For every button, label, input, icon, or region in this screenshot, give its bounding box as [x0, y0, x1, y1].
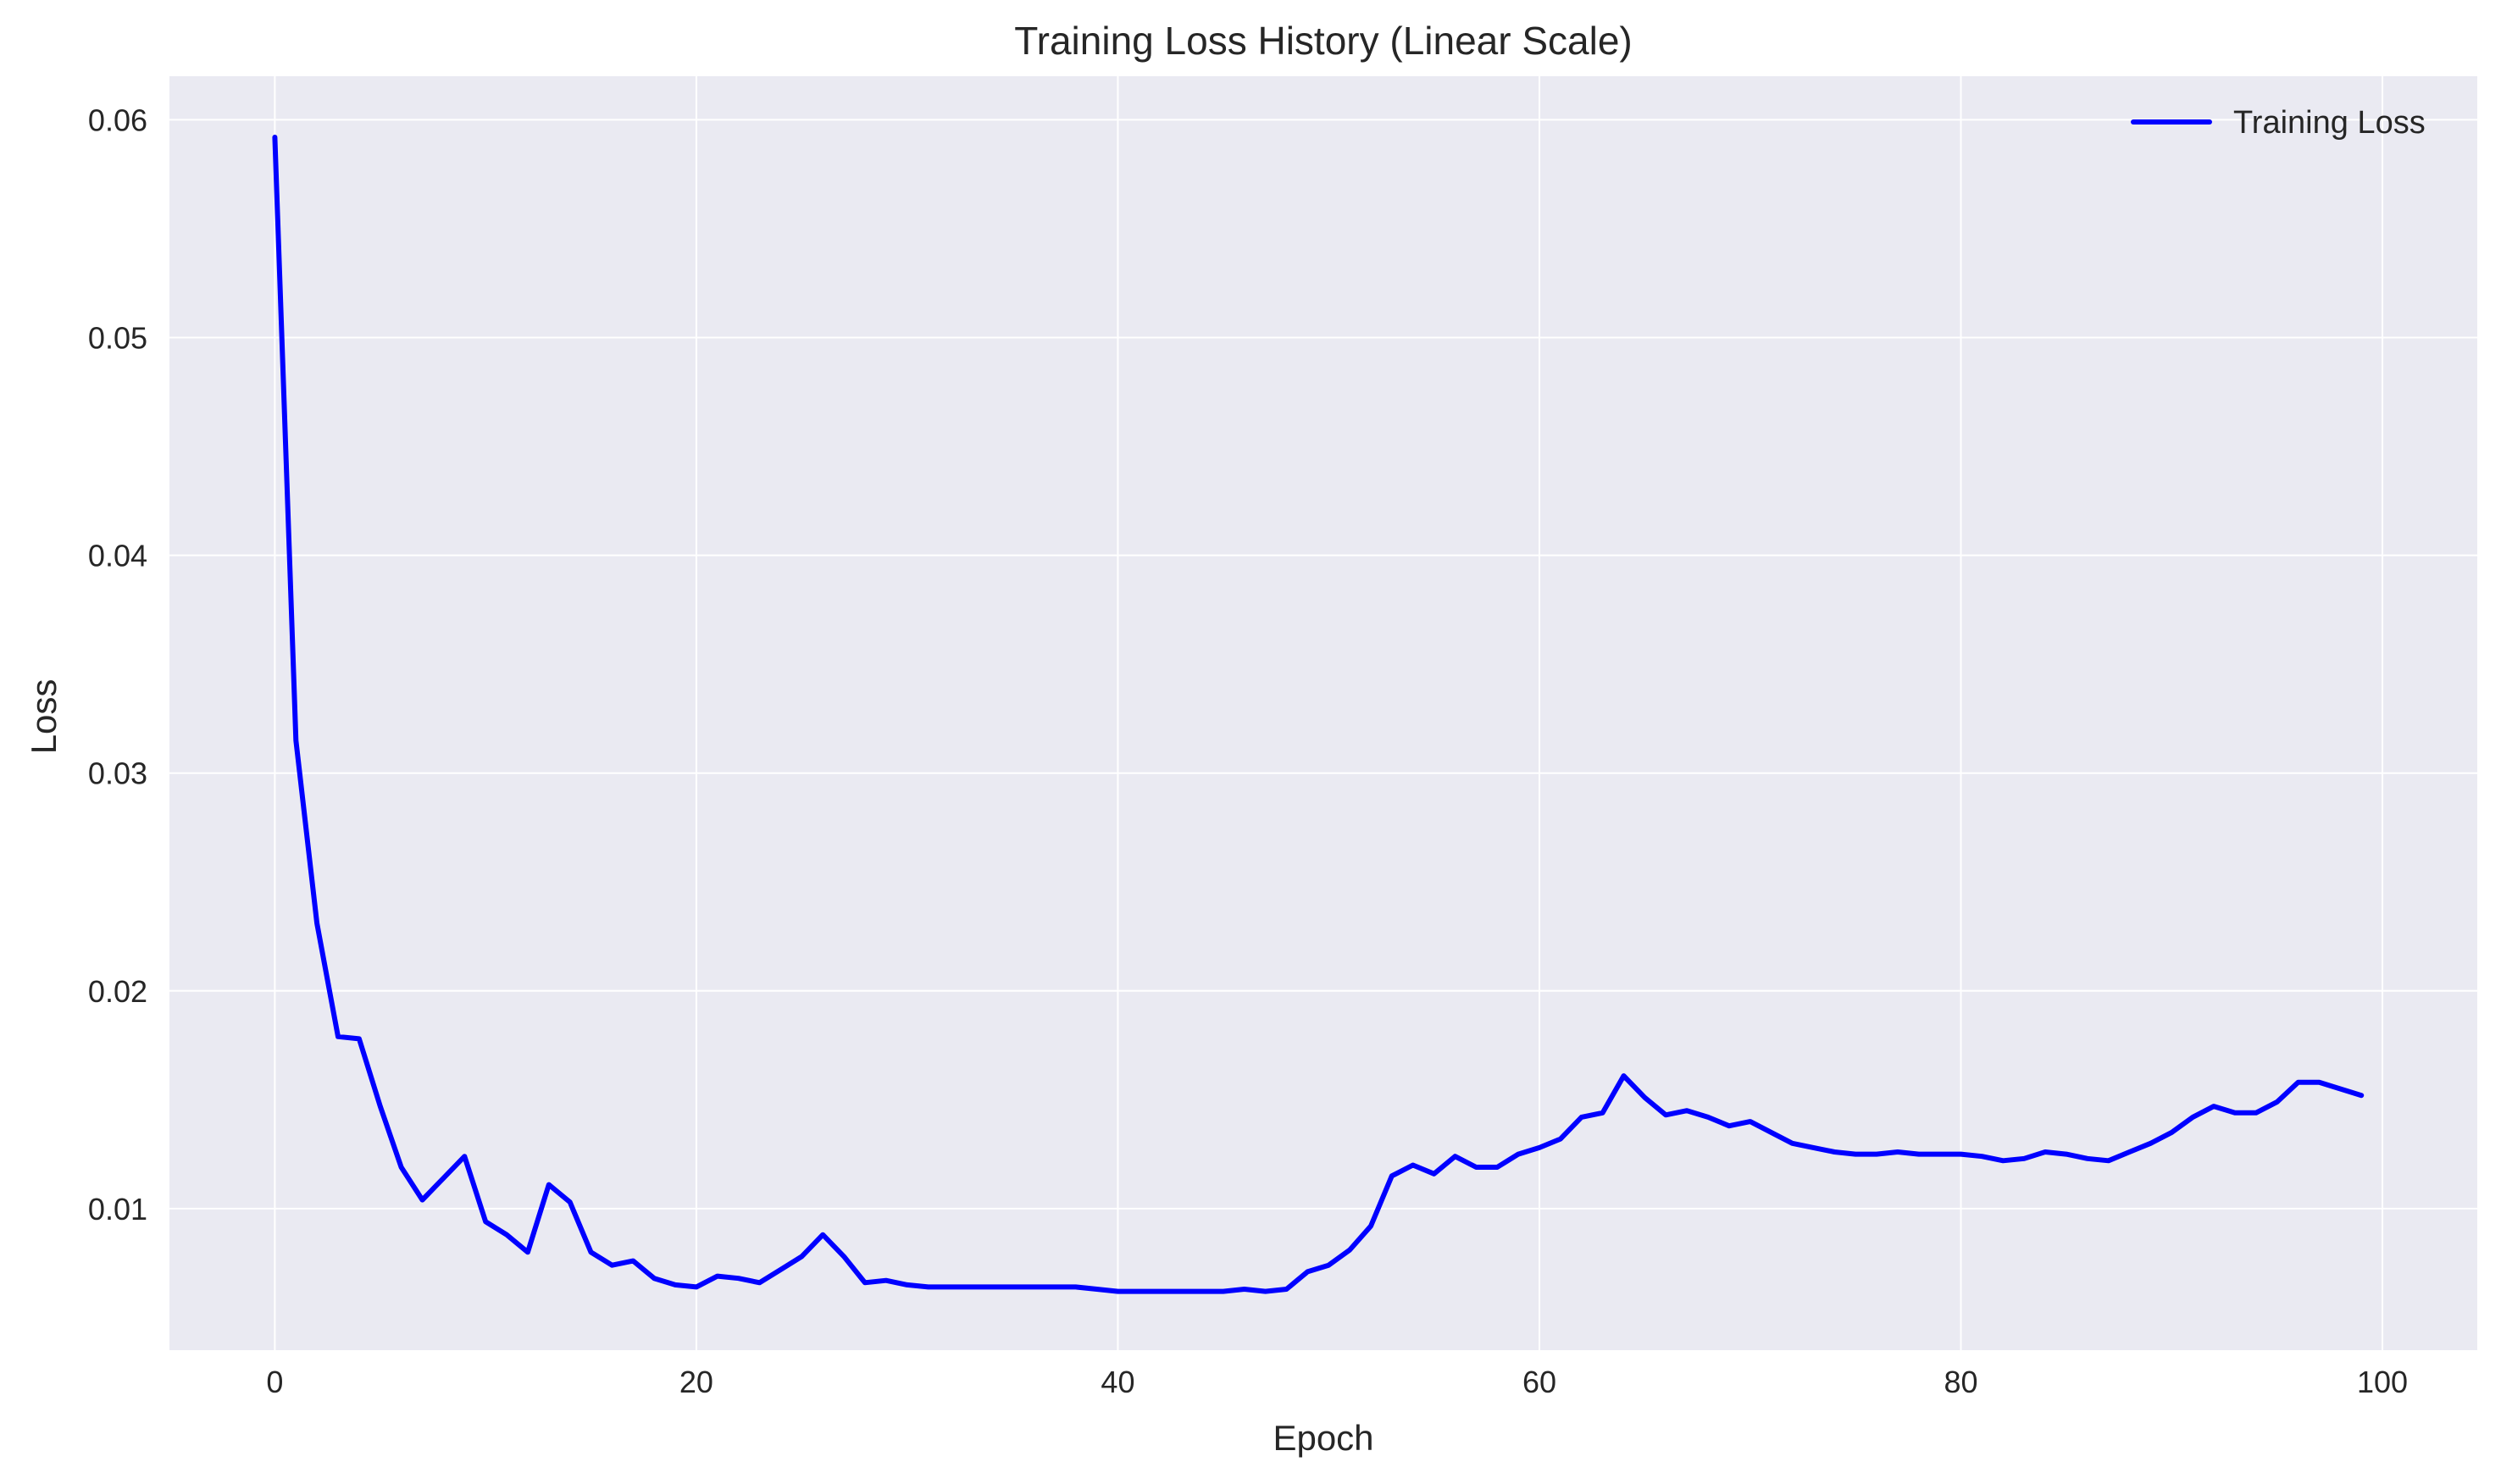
plot-area — [169, 76, 2477, 1350]
grid-lines — [169, 76, 2477, 1350]
y-tick-label: 0.06 — [88, 102, 147, 137]
y-tick-label: 0.05 — [88, 321, 147, 356]
x-tick-label: 20 — [679, 1365, 713, 1399]
y-tick-label: 0.03 — [88, 756, 147, 791]
legend-label-training-loss: Training Loss — [2233, 105, 2426, 141]
tick-labels: 0 20 40 60 80 100 0.01 0.02 0.03 0.04 0.05 0.06 — [88, 102, 2408, 1399]
y-axis-label: Loss — [24, 679, 64, 755]
x-tick-label: 0 — [266, 1365, 283, 1399]
x-tick-label: 80 — [1944, 1365, 1977, 1399]
y-tick-label: 0.02 — [88, 974, 147, 1009]
x-axis-label: Epoch — [1273, 1418, 1373, 1458]
series-lines — [272, 135, 2365, 1294]
y-tick-label: 0.01 — [88, 1192, 147, 1227]
x-tick-label: 60 — [1522, 1365, 1556, 1399]
x-tick-label: 100 — [2357, 1365, 2408, 1399]
chart-title: Training Loss History (Linear Scale) — [1014, 19, 1632, 63]
x-tick-label: 40 — [1101, 1365, 1134, 1399]
y-tick-label: 0.04 — [88, 539, 147, 573]
training-loss-series-line — [272, 135, 2365, 1294]
legend: Training Loss — [2131, 105, 2426, 141]
